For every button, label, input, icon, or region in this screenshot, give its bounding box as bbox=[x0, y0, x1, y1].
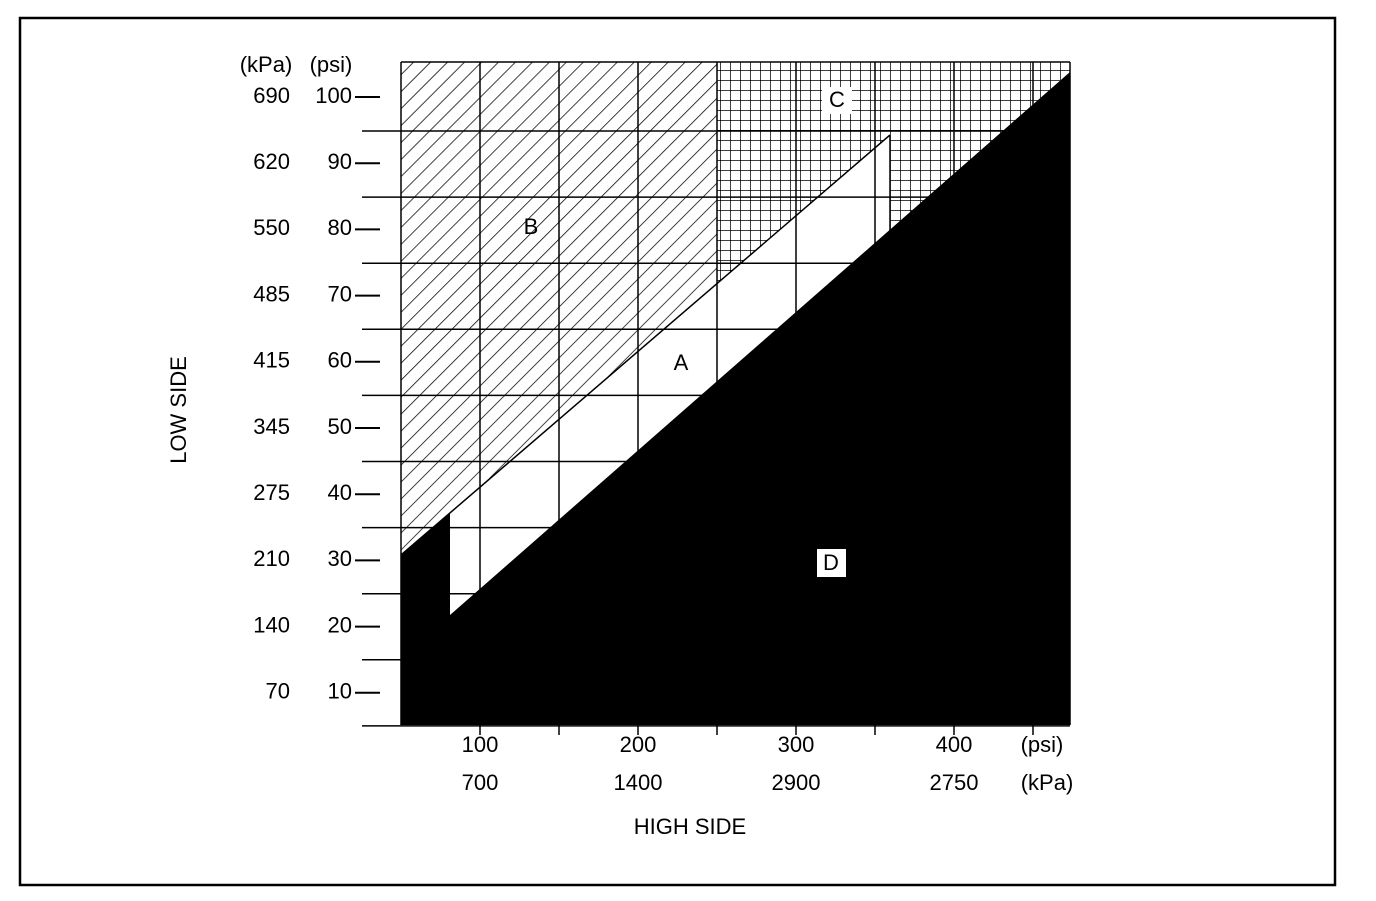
region-d bbox=[401, 72, 1070, 725]
region-label: A bbox=[674, 350, 689, 375]
y-tick-label: 550 bbox=[253, 215, 290, 240]
region-label: B bbox=[524, 214, 539, 239]
y-tick-label: 275 bbox=[253, 480, 290, 505]
region-label: C bbox=[829, 87, 845, 112]
y-tick-label: 690 bbox=[253, 83, 290, 108]
region-c bbox=[717, 62, 1070, 284]
boundary bbox=[400, 134, 891, 556]
unit-label: (psi) bbox=[1021, 732, 1064, 757]
y-tick-label: 60 bbox=[328, 348, 352, 373]
y-tick-label: 90 bbox=[328, 149, 352, 174]
y-tick-label: 80 bbox=[328, 215, 352, 240]
y-tick-label: 140 bbox=[253, 612, 290, 637]
label-box bbox=[822, 87, 852, 114]
x-tick-label: 100 bbox=[462, 732, 499, 757]
y-tick-label: 20 bbox=[328, 612, 352, 637]
x-tick-label: 200 bbox=[620, 732, 657, 757]
y-tick-label: 30 bbox=[328, 546, 352, 571]
y-tick-label: 70 bbox=[328, 281, 352, 306]
x-tick-label: 700 bbox=[462, 770, 499, 795]
y-tick-label: 210 bbox=[253, 546, 290, 571]
axis-title: LOW SIDE bbox=[166, 356, 191, 464]
y-tick-label: 40 bbox=[328, 480, 352, 505]
y-tick-label: 415 bbox=[253, 348, 290, 373]
y-tick-label: 70 bbox=[266, 679, 290, 704]
region-label: D bbox=[823, 550, 839, 575]
y-tick-label: 345 bbox=[253, 414, 290, 439]
unit-label: (kPa) bbox=[240, 52, 293, 77]
axis-title: HIGH SIDE bbox=[634, 814, 746, 839]
x-tick-label: 1400 bbox=[614, 770, 663, 795]
unit-label: (psi) bbox=[310, 52, 353, 77]
unit-label: (kPa) bbox=[1021, 770, 1074, 795]
y-tick-label: 50 bbox=[328, 414, 352, 439]
x-tick-label: 300 bbox=[778, 732, 815, 757]
label-box bbox=[817, 549, 846, 577]
x-tick-label: 2750 bbox=[930, 770, 979, 795]
y-tick-label: 10 bbox=[328, 679, 352, 704]
x-tick-label: 2900 bbox=[772, 770, 821, 795]
y-tick-label: 100 bbox=[315, 83, 352, 108]
x-tick-label: 400 bbox=[936, 732, 973, 757]
y-tick-label: 620 bbox=[253, 149, 290, 174]
y-tick-label: 485 bbox=[253, 281, 290, 306]
